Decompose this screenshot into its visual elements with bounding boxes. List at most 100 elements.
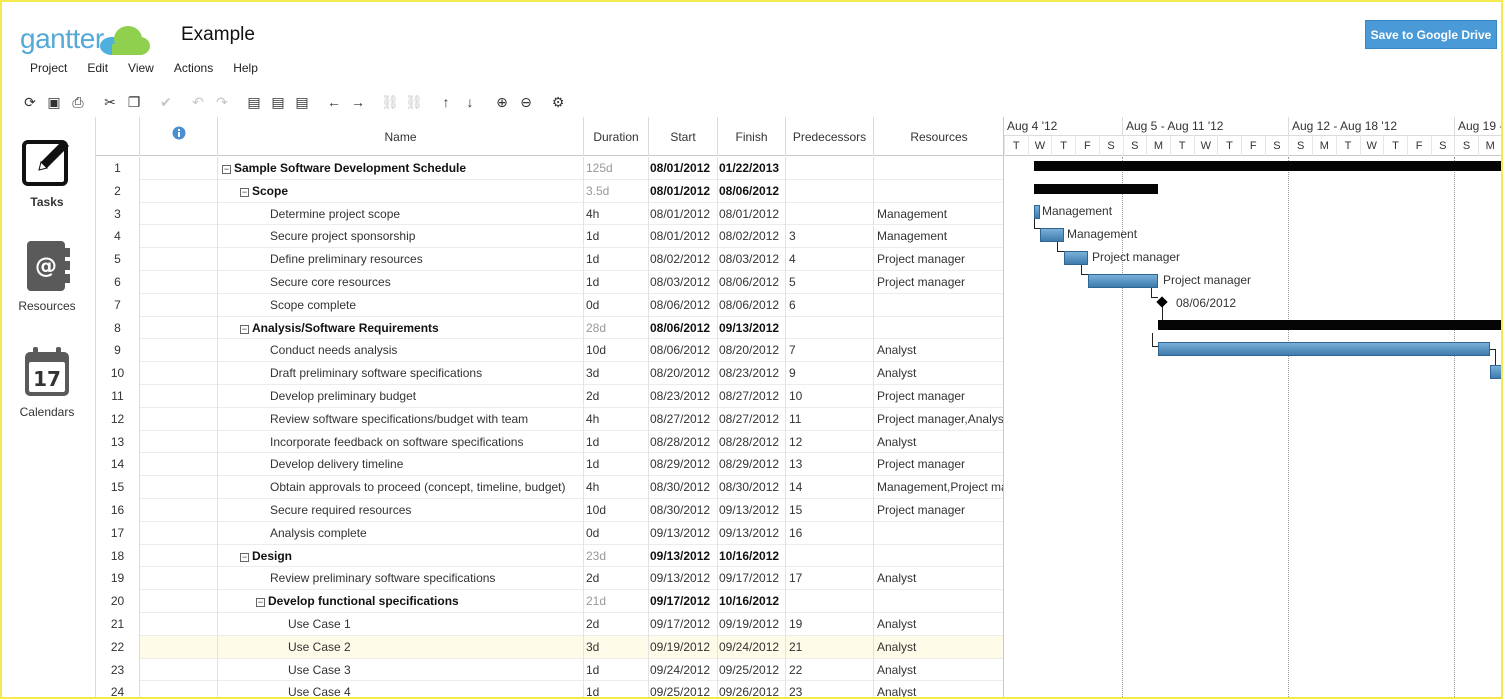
resources-cell[interactable]: Analyst xyxy=(877,366,917,381)
task-name-cell[interactable]: Use Case 2 xyxy=(218,635,584,659)
table-row[interactable]: 19 Review preliminary software specificat… xyxy=(96,567,1003,591)
finish-cell[interactable]: 08/06/2012 xyxy=(718,293,786,317)
row-number[interactable]: 12 xyxy=(96,407,140,431)
table-row[interactable]: 13 Incorporate feedback on software speci… xyxy=(96,430,1003,454)
start-cell[interactable]: 09/13/2012 xyxy=(649,544,718,568)
resources-cell[interactable]: Analyst xyxy=(877,343,917,358)
start-cell[interactable]: 08/01/2012 xyxy=(649,157,718,180)
task-bar[interactable] xyxy=(1158,342,1490,356)
finish-cell[interactable]: 08/23/2012 xyxy=(718,362,786,385)
row-info-cell[interactable] xyxy=(140,293,218,317)
finish-cell[interactable]: 09/13/2012 xyxy=(718,499,786,522)
start-cell[interactable]: 08/20/2012 xyxy=(649,362,718,385)
table-row[interactable]: 4 Secure project sponsorship 1d 08/01/2012 0… xyxy=(96,225,1003,249)
predecessors-cell[interactable]: 10 xyxy=(786,385,874,408)
start-cell[interactable]: 08/30/2012 xyxy=(649,499,718,522)
resources-cell[interactable]: Analyst xyxy=(877,617,917,631)
start-cell[interactable]: 08/27/2012 xyxy=(649,407,718,431)
task-name-cell[interactable]: Conduct needs analysis xyxy=(218,339,584,363)
finish-cell[interactable]: 08/01/2012 xyxy=(718,202,786,226)
duration-cell[interactable]: 1d xyxy=(584,658,649,682)
task-name-cell[interactable]: − Sample Software Development Schedule xyxy=(218,157,584,180)
start-cell[interactable]: 09/13/2012 xyxy=(649,521,718,545)
resources-cell[interactable]: Analyst xyxy=(877,571,917,586)
task-name-cell[interactable]: Draft preliminary software specification… xyxy=(218,362,584,385)
row-number[interactable]: 18 xyxy=(96,544,140,568)
finish-cell[interactable]: 08/27/2012 xyxy=(718,385,786,408)
duration-cell[interactable]: 4h xyxy=(584,476,649,499)
finish-cell[interactable]: 09/17/2012 xyxy=(718,567,786,591)
task-name-cell[interactable]: − Develop functional specifications xyxy=(218,590,584,613)
summary-bar[interactable] xyxy=(1158,320,1503,330)
task-name-cell[interactable]: Develop preliminary budget xyxy=(218,385,584,408)
finish-cell[interactable]: 08/03/2012 xyxy=(718,248,786,271)
save-to-google-drive-button[interactable]: Save to Google Drive xyxy=(1365,20,1497,49)
table-row[interactable]: 14 Develop delivery timeline 1d 08/29/2012 0… xyxy=(96,453,1003,477)
duration-cell[interactable]: 2d xyxy=(584,567,649,591)
resources-cell[interactable]: Project manager xyxy=(877,275,966,289)
resources-cell[interactable]: Management xyxy=(877,229,948,244)
resources-cell[interactable]: Project manager,Analyst xyxy=(877,411,1003,426)
menu-view[interactable]: View xyxy=(128,61,154,75)
start-cell[interactable]: 09/13/2012 xyxy=(649,567,718,591)
resources-cell[interactable]: Management xyxy=(877,206,948,221)
task-name-cell[interactable]: Incorporate feedback on software specifi… xyxy=(218,430,584,454)
predecessors-cell[interactable]: 23 xyxy=(786,681,874,699)
row-info-cell[interactable] xyxy=(140,339,218,363)
row-info-cell[interactable] xyxy=(140,590,218,613)
predecessors-cell[interactable]: 4 xyxy=(786,248,874,271)
table-row[interactable]: 20− Develop functional specifications 21d 0… xyxy=(96,590,1003,613)
start-cell[interactable]: 08/30/2012 xyxy=(649,476,718,499)
resources-cell[interactable]: Project manager xyxy=(877,252,966,267)
start-cell[interactable]: 09/25/2012 xyxy=(649,681,718,699)
nav-resources[interactable]: @ Resources xyxy=(10,238,84,313)
task-bar[interactable] xyxy=(1490,365,1503,379)
table-row[interactable]: 15 Obtain approvals to proceed (concept, … xyxy=(96,476,1003,499)
duration-cell[interactable]: 0d xyxy=(584,293,649,317)
name-column-header[interactable]: Name xyxy=(218,117,584,156)
document-title[interactable]: Example xyxy=(181,24,255,45)
duration-cell[interactable]: 3d xyxy=(584,362,649,385)
menu-help[interactable]: Help xyxy=(233,61,258,75)
start-cell[interactable]: 08/23/2012 xyxy=(649,385,718,408)
table-row[interactable]: 18− Design 23d 09/13/2012 10/16/2012 xyxy=(96,544,1003,568)
row-info-cell[interactable] xyxy=(140,521,218,545)
redo-button[interactable]: ↷ xyxy=(210,92,234,112)
finish-cell[interactable]: 08/29/2012 xyxy=(718,453,786,477)
row-info-cell[interactable] xyxy=(140,362,218,385)
menu-project[interactable]: Project xyxy=(30,61,68,75)
predecessors-cell[interactable]: 16 xyxy=(786,521,874,545)
task-name-cell[interactable]: Use Case 3 xyxy=(218,658,584,682)
row-info-cell[interactable] xyxy=(140,248,218,271)
finish-cell[interactable]: 08/27/2012 xyxy=(718,407,786,431)
row-info-cell[interactable] xyxy=(140,658,218,682)
finish-cell[interactable]: 09/19/2012 xyxy=(718,613,786,636)
table-row[interactable]: 21 Use Case 1 2d 09/17/2012 09/19/2012 19 Anal… xyxy=(96,613,1003,636)
task-name-cell[interactable]: − Analysis/Software Requirements xyxy=(218,316,584,340)
resources-cell[interactable] xyxy=(874,590,1003,613)
duration-cell[interactable]: 3d xyxy=(584,635,649,659)
predecessors-column-header[interactable]: Predecessors xyxy=(786,117,874,156)
row-info-cell[interactable] xyxy=(140,635,218,659)
finish-cell[interactable]: 08/20/2012 xyxy=(718,339,786,363)
task-bar[interactable] xyxy=(1034,205,1040,219)
table-row[interactable]: 22 Use Case 2 3d 09/19/2012 09/24/2012 21 Anal… xyxy=(96,635,1003,659)
finish-cell[interactable]: 08/28/2012 xyxy=(718,430,786,454)
row-number[interactable]: 4 xyxy=(96,225,140,249)
row-info-cell[interactable] xyxy=(140,271,218,294)
resources-cell[interactable] xyxy=(874,522,1003,545)
indent-button[interactable]: → xyxy=(346,92,370,112)
summary-bar[interactable] xyxy=(1034,184,1158,194)
finish-cell[interactable]: 09/26/2012 xyxy=(718,681,786,699)
start-cell[interactable]: 08/01/2012 xyxy=(649,202,718,226)
task-name-cell[interactable]: Scope complete xyxy=(218,293,584,317)
start-cell[interactable]: 08/28/2012 xyxy=(649,430,718,454)
task-name-cell[interactable]: Secure project sponsorship xyxy=(218,225,584,249)
duration-cell[interactable]: 3.5d xyxy=(584,179,649,203)
paste-button[interactable]: ❐ xyxy=(122,92,146,112)
insert-subtask-button[interactable]: ▤ xyxy=(266,92,290,112)
table-row[interactable]: 10 Draft preliminary software specificati… xyxy=(96,362,1003,385)
row-info-cell[interactable] xyxy=(140,407,218,431)
duration-cell[interactable]: 10d xyxy=(584,339,649,363)
row-number[interactable]: 13 xyxy=(96,430,140,454)
